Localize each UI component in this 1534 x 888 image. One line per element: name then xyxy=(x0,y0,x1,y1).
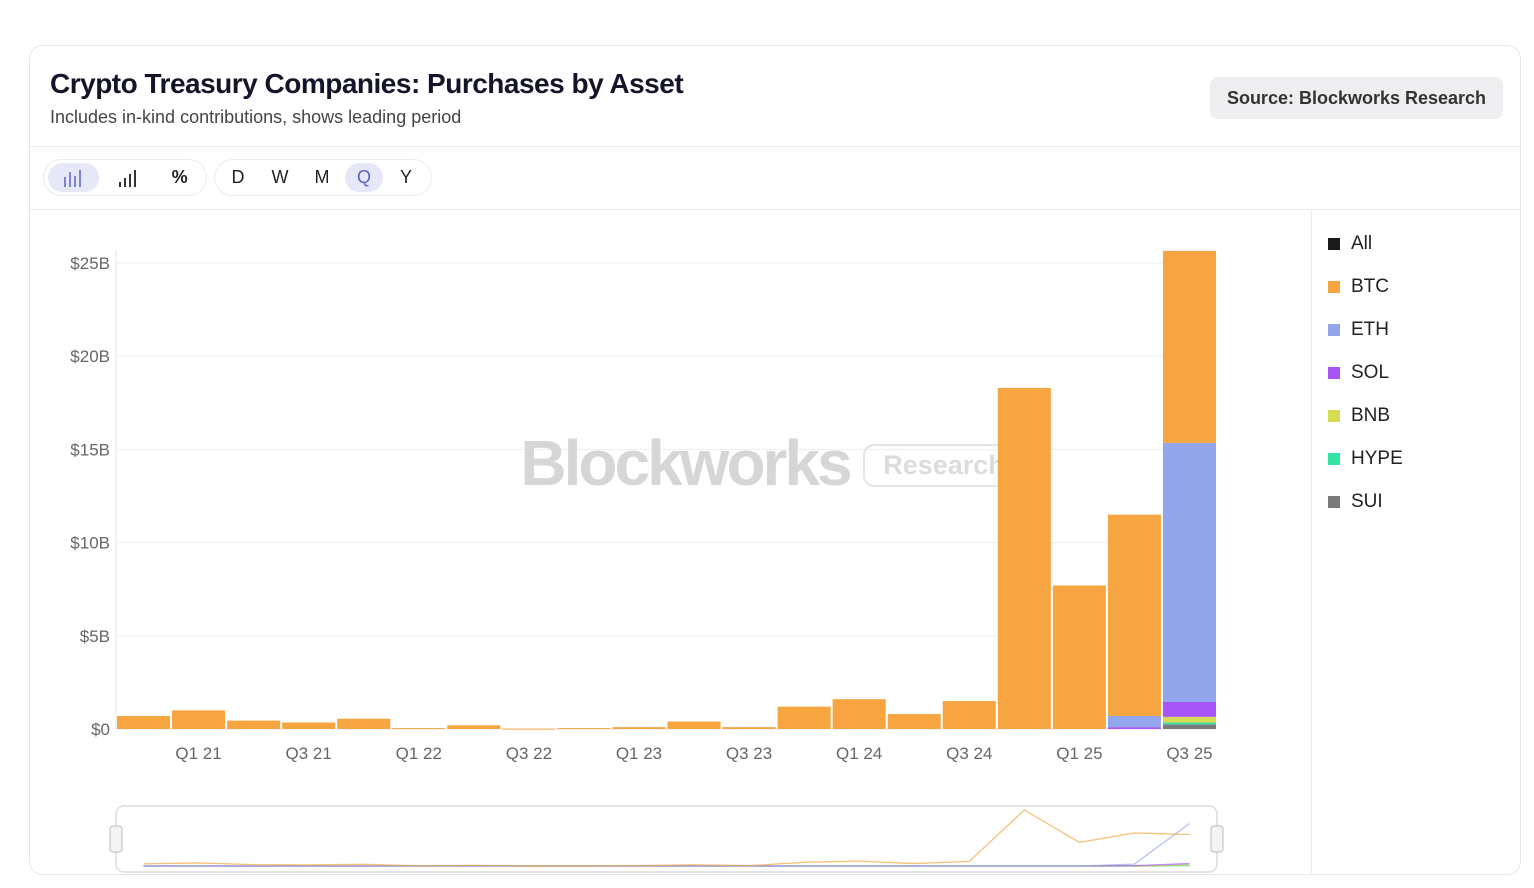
bar-btc-Q3-21[interactable] xyxy=(282,722,336,729)
bar-btc-Q2-22[interactable] xyxy=(447,725,501,729)
x-tick-label: Q3 23 xyxy=(726,744,772,763)
legend-item-all[interactable]: All xyxy=(1328,222,1403,265)
bar-chart-button[interactable] xyxy=(48,163,99,192)
period-d[interactable]: D xyxy=(231,167,245,187)
x-tick-label: Q3 25 xyxy=(1166,744,1212,763)
watermark-tag: Research xyxy=(883,450,1005,480)
bar-btc-Q2-25[interactable] xyxy=(1107,514,1161,716)
bar-sui-Q3-25[interactable] xyxy=(1162,724,1216,729)
watermark-logo: Blockworks xyxy=(520,427,850,499)
navigator-line-eth xyxy=(143,822,1190,867)
navigator[interactable] xyxy=(115,805,1218,873)
legend: All BTC ETH SOL BNB HYPE SUI xyxy=(1328,222,1403,523)
y-tick-label: $0 xyxy=(91,720,110,739)
legend-label: BTC xyxy=(1351,275,1389,297)
legend-item-hype[interactable]: HYPE xyxy=(1328,437,1403,480)
chart-subtitle: Includes in-kind contributions, shows le… xyxy=(50,107,462,127)
y-tick-label: $25B xyxy=(70,254,110,273)
divider xyxy=(1311,210,1312,875)
legend-item-sui[interactable]: SUI xyxy=(1328,480,1403,523)
bar-eth-Q3-25[interactable] xyxy=(1162,442,1216,702)
bar-btc-Q4-22[interactable] xyxy=(557,728,611,730)
bar-btc-Q4-21[interactable] xyxy=(337,718,391,729)
legend-item-eth[interactable]: ETH xyxy=(1328,308,1403,351)
bar-btc-Q3-23[interactable] xyxy=(722,727,776,729)
legend-swatch xyxy=(1328,495,1340,508)
bar-btc-Q4-20[interactable] xyxy=(117,715,171,729)
bar-btc-Q1-23[interactable] xyxy=(612,727,666,729)
legend-swatch xyxy=(1328,409,1340,422)
divider xyxy=(30,209,1520,210)
bar-btc-Q4-23[interactable] xyxy=(777,706,831,729)
signal-bars-icon xyxy=(118,169,136,187)
percent-icon: % xyxy=(171,167,188,187)
legend-label: BNB xyxy=(1351,404,1391,426)
bar-bnb-Q3-25[interactable] xyxy=(1162,716,1216,723)
percent-button[interactable]: % xyxy=(157,163,202,192)
chart-title: Crypto Treasury Companies: Purchases by … xyxy=(50,68,684,99)
bar-btc-Q1-25[interactable] xyxy=(1052,585,1106,729)
legend-swatch xyxy=(1328,237,1340,250)
legend-label: ETH xyxy=(1351,318,1389,340)
chart-card xyxy=(29,45,1521,875)
legend-swatch xyxy=(1328,323,1340,336)
bar-chart-icon xyxy=(64,169,82,187)
bar-btc-Q3-24[interactable] xyxy=(942,701,996,729)
bar-btc-Q3-25[interactable] xyxy=(1162,250,1216,443)
legend-label: SUI xyxy=(1351,490,1383,512)
bar-btc-Q2-21[interactable] xyxy=(227,720,281,729)
legend-label: HYPE xyxy=(1351,447,1403,469)
legend-swatch xyxy=(1328,280,1340,293)
x-tick-label: Q1 25 xyxy=(1056,744,1102,763)
x-tick-label: Q3 21 xyxy=(286,744,332,763)
legend-label: All xyxy=(1351,232,1373,254)
bar-btc-Q2-24[interactable] xyxy=(887,714,941,729)
legend-swatch xyxy=(1328,366,1340,379)
legend-swatch xyxy=(1328,452,1340,465)
bar-btc-Q1-22[interactable] xyxy=(392,728,446,730)
signal-bars-button[interactable] xyxy=(103,163,154,192)
bar-hype-Q3-25[interactable] xyxy=(1162,722,1216,725)
x-tick-label: Q3 24 xyxy=(946,744,992,763)
y-tick-label: $5B xyxy=(80,627,110,646)
chart-type-group: % xyxy=(43,159,207,196)
navigator-line-btc xyxy=(143,809,1190,867)
y-tick-label: $10B xyxy=(70,534,110,553)
x-tick-label: Q1 23 xyxy=(616,744,662,763)
y-tick-label: $15B xyxy=(70,440,110,459)
period-m[interactable]: M xyxy=(314,167,330,187)
bar-sol-Q2-25[interactable] xyxy=(1107,727,1161,729)
divider xyxy=(30,146,1520,147)
period-group: D W M Q Y xyxy=(214,159,432,196)
x-tick-label: Q1 24 xyxy=(836,744,882,763)
legend-item-bnb[interactable]: BNB xyxy=(1328,394,1403,437)
period-y[interactable]: Y xyxy=(399,167,412,187)
period-q[interactable]: Q xyxy=(345,163,383,192)
bar-btc-Q1-24[interactable] xyxy=(832,699,886,729)
navigator-handle-left[interactable] xyxy=(109,825,123,853)
legend-item-btc[interactable]: BTC xyxy=(1328,265,1403,308)
bar-btc-Q1-21[interactable] xyxy=(172,710,226,729)
bar-eth-Q2-25[interactable] xyxy=(1107,715,1161,728)
y-tick-label: $20B xyxy=(70,347,110,366)
x-tick-label: Q3 22 xyxy=(506,744,552,763)
navigator-handle-right[interactable] xyxy=(1210,825,1224,853)
bar-btc-Q3-22[interactable] xyxy=(502,728,556,730)
source-badge: Source: Blockworks Research xyxy=(1210,77,1503,119)
period-w[interactable]: W xyxy=(271,167,289,187)
bar-sol-Q3-25[interactable] xyxy=(1162,701,1216,717)
bar-btc-Q2-23[interactable] xyxy=(667,721,721,729)
legend-label: SOL xyxy=(1351,361,1390,383)
x-tick-label: Q1 21 xyxy=(175,744,221,763)
legend-item-sol[interactable]: SOL xyxy=(1328,351,1403,394)
bar-btc-Q4-24[interactable] xyxy=(997,387,1051,729)
x-tick-label: Q1 22 xyxy=(396,744,442,763)
